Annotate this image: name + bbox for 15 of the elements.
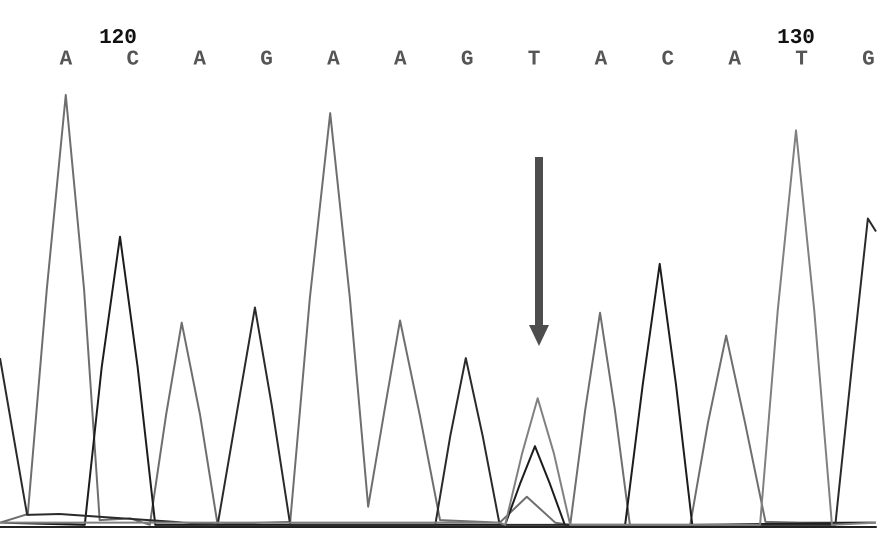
text: G bbox=[460, 48, 474, 72]
text: T bbox=[795, 48, 808, 72]
text: A bbox=[394, 48, 408, 72]
text: G bbox=[862, 48, 875, 72]
x-tick-label: 120 bbox=[99, 27, 137, 50]
text: A bbox=[594, 48, 608, 72]
text: C bbox=[662, 48, 675, 72]
text: C bbox=[126, 48, 140, 72]
text: A bbox=[193, 48, 206, 72]
text: A bbox=[728, 48, 742, 72]
text: G bbox=[260, 48, 273, 72]
x-tick-label: 130 bbox=[777, 27, 815, 50]
text: T bbox=[528, 48, 540, 72]
text: A bbox=[327, 48, 340, 72]
text: A bbox=[60, 48, 73, 72]
